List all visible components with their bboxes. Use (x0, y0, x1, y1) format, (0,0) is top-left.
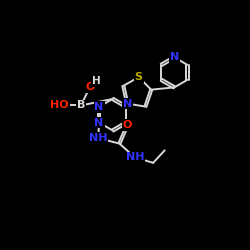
Text: NH: NH (126, 152, 144, 162)
Text: B: B (77, 100, 85, 110)
Text: O: O (85, 82, 95, 92)
Text: HO: HO (50, 100, 69, 110)
Text: N: N (94, 118, 104, 128)
Text: N: N (170, 52, 179, 62)
Text: O: O (122, 120, 132, 130)
Text: N: N (94, 102, 104, 112)
Text: NH: NH (89, 133, 108, 143)
Text: H: H (92, 76, 100, 86)
Text: N: N (122, 98, 132, 108)
Text: S: S (135, 72, 143, 82)
